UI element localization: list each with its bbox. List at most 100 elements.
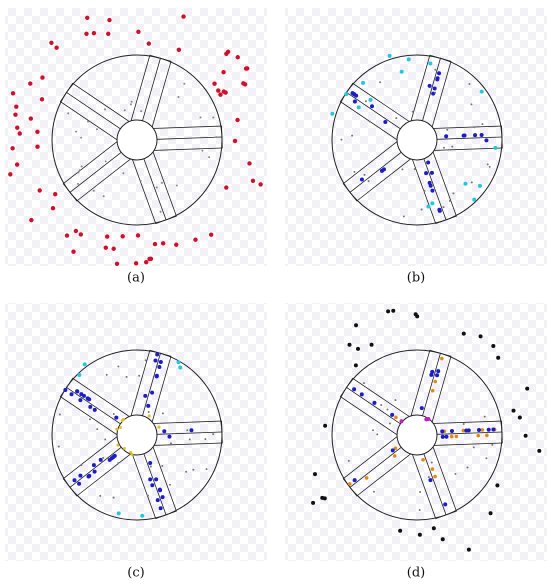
dot bbox=[75, 130, 78, 133]
dot bbox=[57, 445, 60, 448]
dot bbox=[462, 423, 465, 426]
dot bbox=[372, 490, 375, 493]
dot bbox=[372, 400, 377, 405]
dot bbox=[77, 481, 82, 486]
dot bbox=[153, 358, 158, 363]
dot bbox=[10, 146, 15, 151]
dot bbox=[472, 197, 477, 202]
dot bbox=[379, 81, 382, 84]
dot bbox=[212, 116, 215, 119]
dot bbox=[88, 404, 93, 409]
dot bbox=[435, 373, 440, 378]
spoke-divider bbox=[423, 453, 447, 516]
dot bbox=[371, 429, 374, 432]
dot bbox=[221, 70, 226, 75]
dot bbox=[442, 206, 445, 209]
dot bbox=[13, 112, 18, 117]
dot bbox=[118, 425, 122, 429]
dot bbox=[117, 365, 120, 368]
dot bbox=[472, 446, 475, 449]
dot bbox=[105, 373, 108, 376]
dot bbox=[426, 204, 431, 209]
dot bbox=[205, 468, 208, 471]
dot bbox=[148, 477, 153, 482]
dot bbox=[391, 308, 396, 313]
dot bbox=[433, 474, 437, 479]
dot bbox=[160, 241, 166, 246]
dot bbox=[362, 382, 365, 385]
dot bbox=[493, 145, 498, 150]
dot bbox=[419, 490, 422, 493]
dot bbox=[387, 53, 392, 58]
dot bbox=[440, 537, 445, 542]
dot bbox=[427, 180, 432, 185]
dot bbox=[181, 14, 186, 19]
dot bbox=[161, 464, 164, 467]
dot bbox=[429, 372, 434, 377]
dot bbox=[84, 31, 89, 36]
wheel-hub bbox=[116, 414, 158, 456]
spoke-divider bbox=[142, 353, 161, 416]
dot bbox=[368, 97, 373, 102]
dot bbox=[92, 189, 95, 192]
dot bbox=[88, 418, 91, 421]
dot bbox=[130, 100, 133, 103]
dot bbox=[379, 168, 384, 173]
dot bbox=[421, 457, 425, 462]
dot bbox=[394, 415, 398, 420]
dot bbox=[470, 181, 473, 184]
dot bbox=[150, 390, 155, 395]
dot bbox=[176, 360, 181, 365]
dot bbox=[10, 91, 16, 96]
dot bbox=[440, 356, 444, 361]
dot bbox=[479, 89, 484, 94]
dot bbox=[399, 419, 404, 424]
dot bbox=[35, 144, 40, 149]
dot bbox=[367, 180, 370, 183]
spoke-divider bbox=[346, 387, 401, 425]
dot bbox=[103, 108, 106, 111]
dot bbox=[49, 40, 54, 45]
dot bbox=[87, 120, 90, 123]
dot bbox=[112, 496, 115, 499]
dot bbox=[427, 476, 430, 479]
dot bbox=[123, 109, 126, 112]
dot bbox=[424, 417, 429, 422]
panel: (a) bbox=[5, 8, 267, 286]
dot bbox=[73, 228, 79, 234]
dot bbox=[72, 478, 77, 483]
spoke-divider bbox=[436, 136, 502, 140]
dot bbox=[186, 429, 189, 432]
spoke-divider bbox=[156, 136, 222, 140]
spoke-divider bbox=[143, 158, 167, 221]
dot bbox=[413, 312, 418, 317]
dot bbox=[364, 476, 369, 480]
dot bbox=[258, 182, 263, 187]
dot bbox=[386, 309, 391, 314]
dot bbox=[352, 478, 357, 483]
dot bbox=[117, 462, 120, 465]
panel: (b) bbox=[285, 8, 547, 286]
dot bbox=[435, 77, 440, 82]
dot bbox=[243, 66, 249, 71]
dot bbox=[143, 393, 148, 398]
dot bbox=[466, 466, 469, 469]
spoke-divider bbox=[436, 431, 502, 435]
dot bbox=[398, 528, 403, 533]
dot bbox=[444, 434, 449, 439]
dot bbox=[320, 495, 325, 500]
dot bbox=[159, 210, 162, 213]
dot bbox=[76, 182, 79, 185]
dot bbox=[473, 133, 478, 138]
dot bbox=[169, 442, 172, 445]
dot bbox=[139, 179, 142, 182]
dot bbox=[143, 259, 149, 265]
dot bbox=[466, 547, 471, 552]
dot bbox=[189, 428, 194, 433]
dot bbox=[92, 469, 97, 474]
dot bbox=[39, 97, 45, 102]
dot bbox=[466, 428, 471, 433]
dot bbox=[157, 425, 161, 429]
dot bbox=[199, 116, 202, 119]
dot bbox=[75, 389, 80, 394]
